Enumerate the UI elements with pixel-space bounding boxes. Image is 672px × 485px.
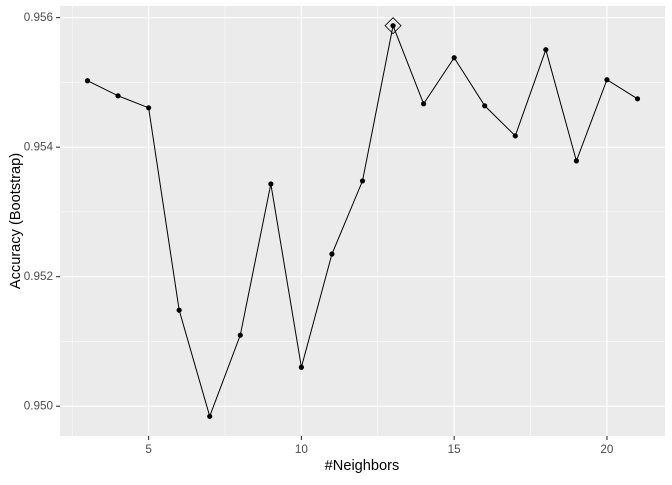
point xyxy=(84,78,91,84)
point xyxy=(176,307,182,313)
point xyxy=(390,23,396,29)
point xyxy=(268,181,274,187)
point xyxy=(298,364,304,370)
point xyxy=(237,332,243,338)
point xyxy=(207,413,213,419)
y-tick-label: 0.954 xyxy=(24,140,54,153)
x-tick-label: 20 xyxy=(600,443,614,456)
panel xyxy=(60,6,665,436)
point xyxy=(329,251,335,257)
y-axis-title: Accuracy (Bootstrap) xyxy=(8,153,24,289)
point xyxy=(451,55,457,61)
y-tick-label: 0.950 xyxy=(24,399,54,412)
point xyxy=(359,178,366,184)
point xyxy=(482,103,488,109)
point xyxy=(115,93,121,99)
y-tick-label: 0.952 xyxy=(24,270,53,283)
point xyxy=(604,77,610,83)
point xyxy=(146,105,152,111)
x-axis-title: #Neighbors xyxy=(325,458,400,474)
y-tick-label: 0.956 xyxy=(24,11,53,24)
point xyxy=(573,158,579,164)
point xyxy=(543,47,549,53)
highlight-marker xyxy=(384,17,402,35)
point xyxy=(421,101,427,107)
x-tick-label: 15 xyxy=(448,443,462,456)
point xyxy=(634,96,641,102)
point xyxy=(512,133,518,139)
x-tick-label: 10 xyxy=(295,443,309,456)
x-tick-label: 5 xyxy=(145,443,152,456)
minor-grid xyxy=(60,6,665,436)
